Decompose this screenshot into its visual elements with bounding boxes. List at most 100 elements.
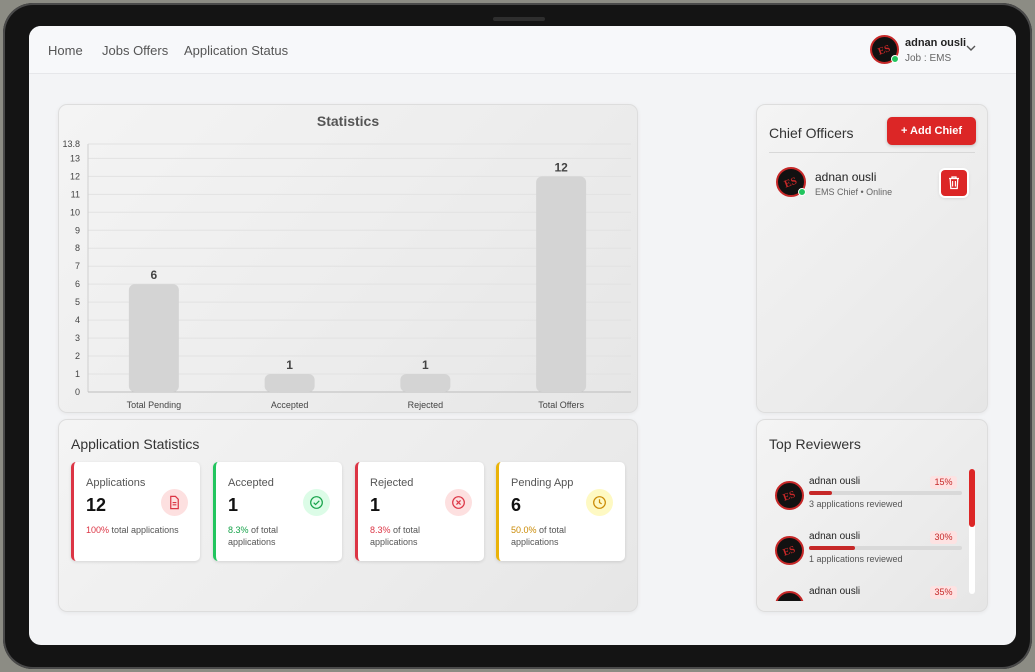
- y-axis-tick-label: 4: [75, 315, 80, 325]
- chevron-down-icon[interactable]: [965, 43, 977, 53]
- x-axis-category-label: Total Offers: [538, 400, 584, 410]
- reviewer-count: 1 applications reviewed: [809, 554, 903, 564]
- svg-text:ES: ES: [877, 43, 893, 58]
- reviewer-percent-badge: 35%: [930, 586, 957, 599]
- stat-applications: Applications 12 100% total applications: [71, 462, 200, 561]
- stat-label: Pending App: [511, 477, 574, 489]
- y-axis-tick-label: 1: [75, 369, 80, 379]
- stat-label: Applications: [86, 477, 146, 489]
- reviewers-scrollbar[interactable]: [969, 469, 975, 594]
- bar-value-label: 6: [151, 268, 158, 282]
- document-icon: [161, 489, 188, 516]
- x-axis-category-label: Total Pending: [127, 400, 182, 410]
- stat-value: 6: [511, 495, 522, 515]
- x-axis-category-label: Rejected: [408, 400, 444, 410]
- reviewer-progress-track: [809, 546, 962, 550]
- top-reviewers-title: Top Reviewers: [769, 436, 861, 452]
- statistics-card: Statistics 0 1 2 3 4 5 6 7 8 9 10 11 12 13 13.8 6 Total …: [58, 104, 638, 413]
- stat-desc: total applications: [109, 525, 179, 535]
- reviewer-avatar: ES: [775, 591, 804, 601]
- x-axis-category-label: Accepted: [271, 400, 309, 410]
- stat-footer: 8.3% of total applications: [370, 524, 470, 548]
- add-chief-button[interactable]: + Add Chief: [887, 117, 976, 145]
- tablet-notch: [493, 17, 545, 21]
- top-reviewers-card: Top Reviewers ES adnan ousli 15% 3 appli…: [756, 419, 988, 612]
- es-logo-icon: ES: [877, 43, 893, 58]
- stat-rejected: Rejected 1 8.3% of total applications: [355, 462, 484, 561]
- reviewers-list[interactable]: ES adnan ousli 15% 3 applications review…: [757, 466, 987, 601]
- stat-desc: of total applications: [511, 525, 567, 547]
- y-axis-tick-label: 11: [71, 189, 80, 199]
- reviewers-scrollbar-thumb[interactable]: [969, 469, 975, 527]
- y-axis-tick-label: 13.8: [62, 139, 80, 149]
- app-screen: Home Jobs Offers Application Status ES a…: [29, 26, 1016, 645]
- stat-pending: Pending App 6 50.0% of total application…: [496, 462, 625, 561]
- y-axis-tick-label: 8: [75, 243, 80, 253]
- reviewer-name: adnan ousli: [809, 586, 861, 597]
- stat-accepted: Accepted 1 8.3% of total applications: [213, 462, 342, 561]
- bar-value-label: 1: [422, 358, 429, 372]
- trash-icon: [949, 176, 959, 190]
- stat-value: 1: [370, 495, 381, 515]
- y-axis-tick-label: 0: [75, 387, 80, 397]
- stat-footer: 50.0% of total applications: [511, 524, 611, 548]
- stat-footer: 100% total applications: [86, 524, 186, 536]
- chief-officers-title: Chief Officers: [769, 125, 854, 141]
- svg-text:ES: ES: [782, 489, 798, 504]
- divider: [769, 152, 975, 153]
- es-logo-icon: ES: [782, 489, 798, 504]
- navbar: Home Jobs Offers Application Status ES a…: [29, 26, 1016, 74]
- reviewer-percent-badge: 15%: [930, 476, 957, 489]
- reviewer-progress-fill: [809, 491, 832, 495]
- reviewer-name: adnan ousli: [809, 476, 861, 487]
- reviewer-name: adnan ousli: [809, 531, 861, 542]
- user-job: Job : EMS: [905, 53, 952, 64]
- y-axis-tick-label: 13: [70, 153, 80, 163]
- reviewer-item: ES adnan ousli 35%: [757, 586, 987, 601]
- bar-value-label: 12: [554, 160, 568, 174]
- delete-chief-button[interactable]: [941, 170, 967, 196]
- stat-desc: of total applications: [228, 525, 279, 547]
- check-circle-icon: [303, 489, 330, 516]
- stat-footer: 8.3% of total applications: [228, 524, 328, 548]
- stat-value: 1: [228, 495, 239, 515]
- chart-bar: [128, 284, 179, 392]
- svg-text:ES: ES: [783, 176, 799, 191]
- es-logo-icon: ES: [782, 599, 798, 601]
- reviewer-item: ES adnan ousli 30% 1 applications review…: [757, 531, 987, 581]
- chart-bar: [264, 374, 315, 392]
- chief-avatar: ES: [776, 167, 806, 197]
- svg-text:ES: ES: [782, 599, 798, 601]
- nav-application-status-link[interactable]: Application Status: [184, 43, 289, 58]
- stat-percent: 100%: [86, 525, 110, 535]
- nav-jobs-offers-link[interactable]: Jobs Offers: [102, 43, 169, 58]
- chart-title: Statistics: [316, 113, 380, 129]
- reviewer-percent-badge: 30%: [930, 531, 957, 544]
- x-circle-icon: [445, 489, 472, 516]
- online-status-dot: [891, 55, 899, 63]
- stat-label: Rejected: [370, 477, 414, 489]
- stat-percent: 50.0%: [511, 525, 537, 535]
- stat-value: 12: [86, 495, 107, 515]
- y-axis-tick-label: 6: [75, 279, 80, 289]
- reviewer-item: ES adnan ousli 15% 3 applications review…: [757, 476, 987, 526]
- user-name: adnan ousli: [905, 37, 967, 49]
- online-status-dot: [798, 188, 806, 196]
- svg-text:ES: ES: [782, 544, 798, 559]
- nav-home-link[interactable]: Home: [48, 43, 83, 58]
- reviewer-count: 3 applications reviewed: [809, 499, 903, 509]
- chief-subtitle: EMS Chief • Online: [815, 187, 893, 197]
- chief-list-item: ES adnan ousli EMS Chief • Online: [757, 160, 989, 210]
- clock-icon: [586, 489, 613, 516]
- reviewer-avatar: ES: [775, 481, 804, 510]
- stat-label: Accepted: [228, 477, 274, 489]
- user-avatar[interactable]: ES: [870, 35, 899, 64]
- es-logo-icon: ES: [783, 176, 799, 191]
- stat-desc: of total applications: [370, 525, 421, 547]
- y-axis-tick-label: 12: [70, 171, 80, 181]
- stat-percent: 8.3%: [370, 525, 391, 535]
- stat-percent: 8.3%: [228, 525, 249, 535]
- reviewer-avatar: ES: [775, 536, 804, 565]
- y-axis-tick-label: 5: [75, 297, 80, 307]
- reviewer-progress-track: [809, 491, 962, 495]
